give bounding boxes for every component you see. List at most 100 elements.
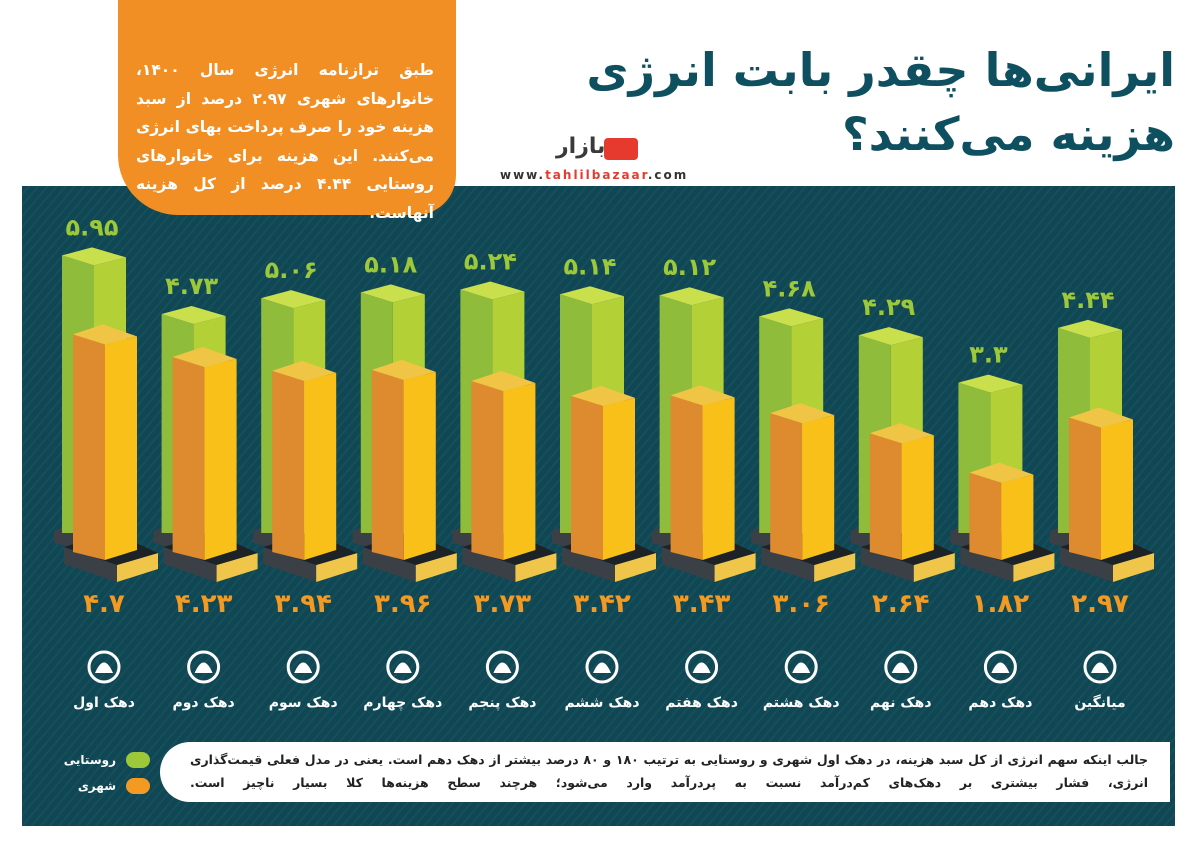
decile-triangle-icon — [493, 662, 512, 673]
website-url: www.tahlilbazaar.com — [500, 168, 688, 182]
decile-circle-icon — [286, 650, 320, 684]
bar-rural-top — [659, 287, 724, 306]
bar-urban-top — [272, 360, 337, 381]
decile-circle-icon — [884, 650, 918, 684]
value-label-urban: ۳.۰۶ — [772, 589, 829, 619]
value-label-rural: ۴.۲۹ — [862, 293, 915, 321]
legend-swatch-orange — [126, 778, 150, 794]
bar-urban-top — [371, 359, 436, 380]
decile-circle-icon — [485, 650, 519, 684]
bar-urban-front — [73, 334, 105, 560]
base-slab-side — [316, 553, 358, 582]
decile-triangle-icon — [692, 662, 711, 673]
bar-rural-top — [161, 305, 226, 324]
base-slab-side — [216, 553, 258, 582]
value-label-urban: ۴.۷ — [83, 589, 125, 619]
url-prefix: www. — [500, 168, 546, 182]
base-slab-side — [515, 553, 557, 582]
summary-text: طبق ترازنامه انرژی سال ۱۴۰۰، خانوارهای ش… — [136, 61, 434, 222]
page-title: ایرانی‌ها چقدر بابت انرژی هزینه می‌کنند؟ — [475, 38, 1175, 166]
bar-rural-top — [62, 247, 126, 266]
base-slab — [462, 547, 516, 582]
bar-rural-top — [1058, 319, 1122, 338]
bar-urban-front — [969, 472, 1002, 560]
base-slab — [1060, 547, 1113, 582]
value-label-urban: ۳.۷۳ — [474, 589, 532, 619]
bar-urban-side — [802, 415, 835, 560]
category-label: دهک چهارم — [363, 695, 442, 711]
base-slab — [860, 547, 914, 582]
bar-rural-top — [460, 281, 525, 300]
bar-urban-top — [670, 385, 735, 406]
legend-swatch-green — [126, 752, 150, 768]
value-label-rural: ۳.۳ — [969, 341, 1008, 369]
decile-circle-icon — [784, 650, 818, 684]
url-brand: tahlilbazaar — [545, 168, 648, 182]
value-label-rural: ۴.۶۸ — [763, 274, 816, 302]
value-label-rural: ۵.۰۶ — [265, 256, 318, 284]
decile-circle-icon — [983, 650, 1017, 684]
value-label-urban: ۳.۹۶ — [374, 589, 431, 619]
category-label: دهک دوم — [172, 695, 234, 711]
decile-triangle-icon — [393, 662, 412, 673]
bar-rural-top — [759, 308, 824, 327]
category-label: دهک اول — [73, 695, 135, 711]
bar-urban-front — [172, 356, 205, 560]
base-slab — [362, 547, 416, 582]
value-label-rural: ۵.۲۴ — [464, 247, 517, 275]
value-label-rural: ۵.۱۴ — [563, 252, 616, 280]
bar-urban-side — [503, 382, 536, 560]
base-slab-side — [913, 553, 955, 582]
value-label-urban: ۲.۶۴ — [872, 589, 929, 619]
base-slab-side — [415, 553, 457, 582]
logo-mark-icon — [604, 138, 638, 160]
decile-circle-icon — [87, 650, 121, 684]
logo-text: بازار — [556, 134, 606, 159]
bar-rural-top — [958, 374, 1023, 393]
bar-urban-top — [172, 346, 237, 367]
value-label-rural: ۵.۱۲ — [663, 253, 716, 281]
value-label-urban: ۳.۴۲ — [573, 589, 631, 619]
bar-urban-side — [105, 336, 137, 560]
bar-urban-side — [702, 397, 735, 560]
category-label: دهک هشتم — [763, 695, 840, 711]
value-label-rural: ۴.۷۳ — [165, 272, 218, 300]
base-slab-side — [714, 553, 756, 582]
decile-triangle-icon — [991, 662, 1010, 673]
bar-urban-front — [272, 370, 305, 560]
bar-urban-front — [670, 395, 703, 560]
decile-triangle-icon — [95, 662, 113, 673]
bar-urban-top — [770, 403, 835, 424]
category-label: میانگین — [1074, 694, 1125, 711]
bar-urban-side — [403, 371, 436, 560]
bar-urban-front — [471, 380, 504, 560]
base-slab-side — [814, 553, 856, 582]
title-line-1: ایرانی‌ها چقدر بابت انرژی — [586, 43, 1175, 97]
decile-triangle-icon — [294, 662, 313, 673]
decile-triangle-icon — [891, 662, 910, 673]
bar-urban-top — [1069, 407, 1133, 428]
base-slab-side — [1113, 553, 1154, 582]
bar-urban-top — [969, 462, 1034, 483]
bar-urban-side — [603, 397, 635, 560]
decile-triangle-icon — [792, 662, 811, 673]
bar-urban-top — [73, 324, 137, 345]
base-slab — [562, 547, 615, 582]
bar-urban-front — [371, 369, 404, 560]
decile-circle-icon — [187, 650, 221, 684]
category-label: دهک هفتم — [665, 695, 738, 711]
bar-urban-top — [571, 385, 635, 406]
bar-rural-top — [858, 327, 923, 346]
url-suffix: .com — [647, 168, 689, 182]
legend-label: روستایی — [63, 753, 116, 767]
base-slab — [263, 547, 317, 582]
category-label: دهک ششم — [564, 695, 639, 711]
decile-circle-icon — [386, 650, 420, 684]
bar-urban-front — [1069, 417, 1101, 560]
base-slab — [761, 547, 815, 582]
base-slab — [661, 547, 715, 582]
title-line-2: هزینه می‌کنند؟ — [841, 107, 1175, 161]
bar-urban-top — [471, 370, 536, 391]
value-label-rural: ۵.۹۵ — [65, 213, 118, 241]
